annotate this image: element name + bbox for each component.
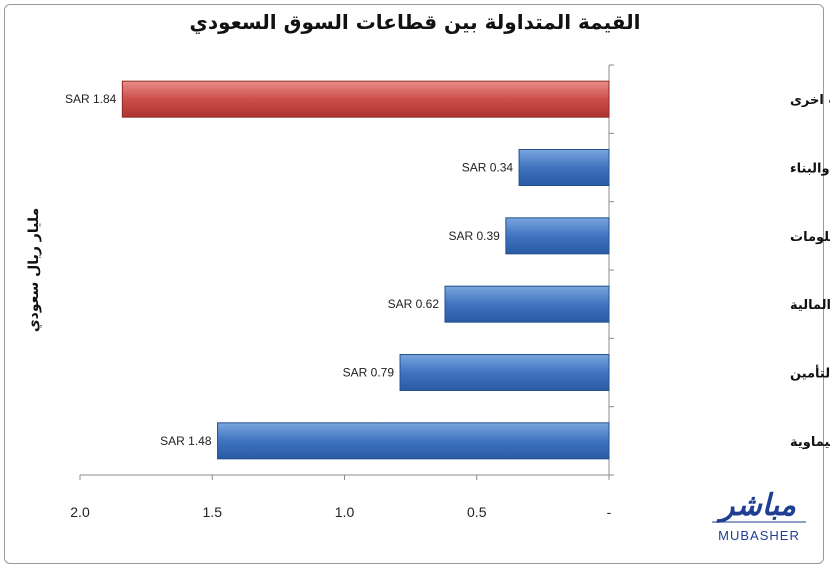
x-tick-label: 1.5 — [203, 504, 223, 520]
data-label: SAR 0.62 — [388, 297, 440, 311]
category-label: التشييد والبناء — [790, 162, 830, 177]
bar — [121, 80, 610, 118]
category-label: التأمين — [790, 365, 830, 382]
data-label: SAR 1.84 — [65, 92, 117, 106]
x-tick-label: 0.5 — [467, 504, 487, 520]
x-tick-label: 1.0 — [335, 504, 355, 520]
data-label: SAR 0.39 — [448, 229, 500, 243]
bar — [505, 217, 610, 255]
data-label: SAR 0.34 — [462, 161, 514, 175]
x-tick-label: 2.0 — [70, 504, 90, 520]
logo-english-text: MUBASHER — [718, 528, 800, 543]
category-label: الصناعات والبتروكيماوية — [790, 435, 830, 450]
bar — [399, 354, 610, 391]
chart-title: القيمة المتداولة بين قطاعات السوق السعود… — [189, 10, 641, 34]
logo-arabic-text: مباشر — [716, 488, 796, 523]
bar — [217, 422, 610, 460]
bar — [518, 149, 610, 186]
data-label: SAR 1.48 — [160, 434, 212, 448]
plot-area: 2.0 1.5 1.0 0.5 - SAR 1.84 قطاعات اخرى SAR 0.34… — [65, 64, 830, 520]
data-label: SAR 0.79 — [343, 366, 395, 380]
y-axis-label: مليار ريال سعودي — [26, 208, 43, 332]
bar — [444, 285, 610, 323]
category-label: الاتصالات وتقنية المعلومات — [790, 230, 830, 245]
x-tick-label: - — [607, 504, 612, 520]
category-label: قطاعات اخرى — [790, 93, 830, 108]
category-label: المصارف والخدمات المالية — [790, 298, 830, 313]
mubasher-logo: مباشر MUBASHER — [712, 488, 806, 543]
